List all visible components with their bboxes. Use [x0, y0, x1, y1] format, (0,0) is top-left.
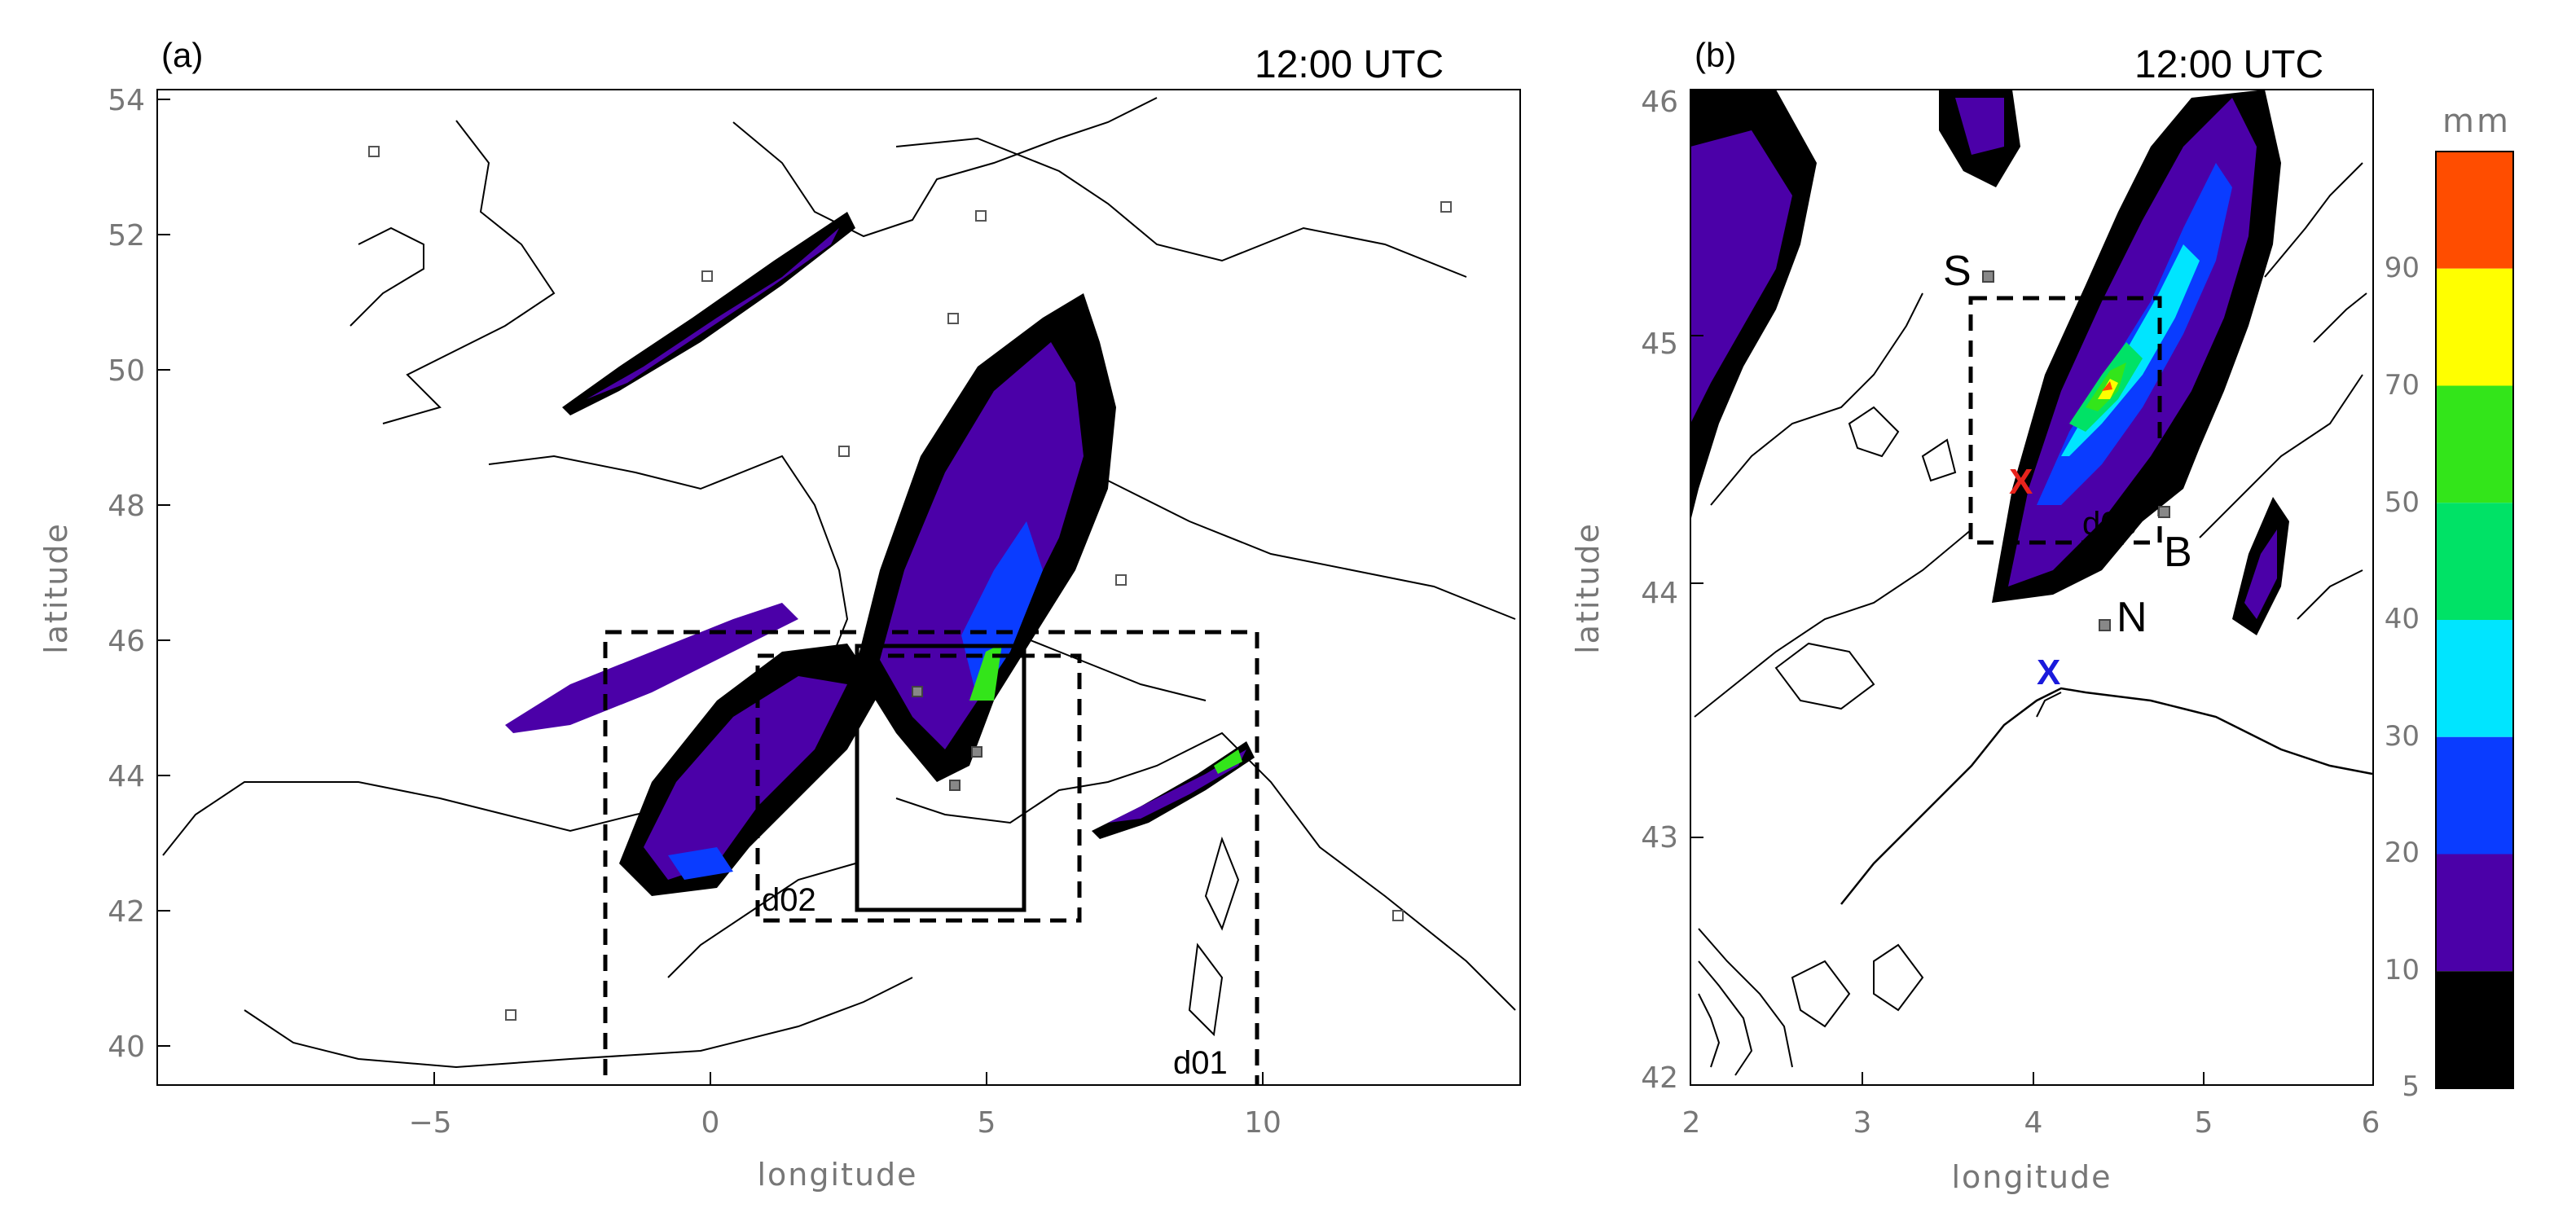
panel-a-ylabel: latitude [38, 522, 74, 654]
domain-label-d03: d03 [2082, 506, 2137, 542]
panel-a-y-tick: 42 [108, 895, 145, 929]
terrain-contours [1694, 162, 2367, 1076]
panel-b-y-tick: 42 [1641, 1061, 1678, 1095]
panel-a-time: 12:00 UTC [1255, 43, 1444, 86]
colorbar-tick: 20 [2385, 837, 2420, 869]
city-label-s: S [1943, 248, 1972, 295]
panel-b-x-tick: 4 [2024, 1106, 2043, 1140]
panel-a-y-tick: 52 [108, 219, 145, 253]
panel-a-map: d01 d02 [162, 97, 1516, 1085]
panel-a-y-tick: 54 [108, 84, 145, 117]
panel-b-frame [1690, 89, 2374, 1086]
panel-b-y-tick-labels: 46 45 44 43 42 [1641, 86, 1678, 1095]
colorbar: mm 90 70 50 40 30 20 10 5 [2385, 103, 2514, 1103]
panel-b-y-tick: 45 [1641, 327, 1678, 361]
panel-a-x-tick-labels: −5 0 5 10 [408, 1106, 1281, 1140]
colorbar-tick: 90 [2385, 252, 2420, 284]
colorbar-tick: 50 [2385, 486, 2420, 519]
colorbar-frame [2435, 151, 2514, 1089]
coastlines [162, 97, 1516, 1069]
colorbar-segment [2436, 152, 2513, 269]
colorbar-segment [2436, 971, 2513, 1088]
panel-a-y-tick: 50 [108, 354, 145, 388]
precipitation-field-a [505, 212, 1255, 896]
panel-b-time: 12:00 UTC [2134, 43, 2323, 86]
panel-b-y-tick: 43 [1641, 821, 1678, 855]
domain-d01-box [603, 630, 1259, 1085]
panel-b-x-tick: 6 [2362, 1106, 2380, 1140]
colorbar-segments [2436, 152, 2513, 1088]
panel-a-y-tick: 40 [108, 1030, 145, 1064]
panel-a-y-tick: 46 [108, 625, 145, 658]
colorbar-tick: 40 [2385, 603, 2420, 635]
panel-b-y-tick: 44 [1641, 577, 1678, 610]
colorbar-tick: 30 [2385, 720, 2420, 753]
colorbar-segment [2436, 268, 2513, 386]
domain-boxes [603, 630, 1259, 1085]
city-label-n: N [2117, 594, 2147, 641]
red-x-icon: X [2009, 462, 2033, 502]
city-label-b: B [2164, 529, 2192, 576]
colorbar-segment [2436, 854, 2513, 972]
panel-a-y-tick: 48 [108, 490, 145, 523]
domain-label-d02: d02 [762, 882, 816, 918]
colorbar-tick: 5 [2402, 1070, 2420, 1103]
domain-d03-box [855, 644, 1026, 912]
panel-a-x-tick: −5 [408, 1106, 451, 1140]
colorbar-segment [2436, 385, 2513, 503]
panel-b-x-tick: 5 [2195, 1106, 2213, 1140]
domain-d03-box-zoom [1968, 296, 2162, 545]
panel-a-tick-marks [157, 99, 1264, 1085]
panel-a-x-tick: 0 [701, 1106, 720, 1140]
colorbar-segment [2436, 736, 2513, 855]
panel-b-tick-marks [1690, 335, 2205, 1085]
panel-a-frame [156, 89, 1521, 1086]
precipitation-field-b [1690, 90, 2289, 635]
panel-a-tag: (a) [161, 36, 203, 74]
domain-label-d01: d01 [1173, 1045, 1228, 1081]
colorbar-segment [2436, 620, 2513, 737]
colorbar-tick-labels: 90 70 50 40 30 20 10 5 [2385, 252, 2420, 1103]
station-markers [368, 146, 1452, 1021]
panel-b-y-tick: 46 [1641, 86, 1678, 119]
panel-a-xlabel: longitude [757, 1157, 917, 1193]
blue-x-icon: X [2037, 652, 2060, 692]
city-markers-a [912, 686, 982, 791]
colorbar-segment [2436, 503, 2513, 620]
panel-a-y-tick-labels: 54 52 50 48 46 44 42 40 [108, 84, 145, 1064]
city-markers-b [1982, 270, 2170, 631]
colorbar-unit: mm [2442, 103, 2511, 140]
panel-b-x-tick: 2 [1682, 1106, 1701, 1140]
panel-a-y-tick: 44 [108, 760, 145, 793]
colorbar-tick: 10 [2385, 954, 2420, 986]
panel-b-x-tick-labels: 2 3 4 5 6 [1682, 1106, 2380, 1140]
colorbar-tick: 70 [2385, 369, 2420, 402]
panel-a-x-tick: 5 [978, 1106, 996, 1140]
panel-b-xlabel: longitude [1951, 1159, 2112, 1195]
panel-b-ylabel: latitude [1570, 522, 1606, 654]
panel-b-x-tick: 3 [1853, 1106, 1872, 1140]
panel-a: (a) 12:00 UTC [38, 36, 1521, 1193]
panel-b-tag: (b) [1695, 36, 1736, 74]
panel-a-x-tick: 10 [1244, 1106, 1281, 1140]
coastline-b [1840, 687, 2373, 905]
panel-b-map: d03 S B N X X [1690, 90, 2373, 1076]
panel-b: (b) 12:00 UTC [1570, 36, 2380, 1195]
domain-d02-box [755, 653, 1082, 923]
